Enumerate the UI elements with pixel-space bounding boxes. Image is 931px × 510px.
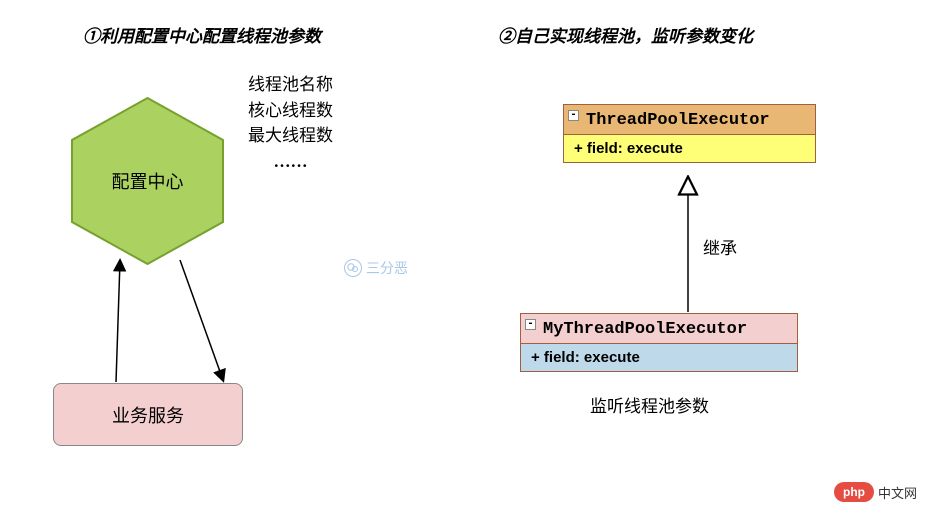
logo-pill: php — [834, 482, 874, 502]
right-title: ②自己实现线程池，监听参数变化 — [498, 22, 753, 47]
inherit-label: 继承 — [703, 234, 737, 259]
parent-class-field: + field: execute — [564, 135, 815, 162]
parent-class-name: ThreadPoolExecutor — [586, 111, 770, 130]
watermark-text: 三分恶 — [366, 258, 408, 278]
parent-class-header: - ThreadPoolExecutor — [564, 105, 815, 135]
child-class-field: + field: execute — [521, 344, 797, 371]
logo-text: 中文网 — [878, 483, 917, 502]
service-box-label: 业务服务 — [112, 402, 184, 428]
bottom-caption: 监听线程池参数 — [590, 392, 709, 417]
child-class-name: MyThreadPoolExecutor — [543, 320, 747, 339]
minus-icon: - — [568, 110, 579, 121]
logo: php 中文网 — [834, 482, 917, 502]
wechat-icon — [344, 259, 362, 277]
parent-class-box: - ThreadPoolExecutor + field: execute — [563, 104, 816, 163]
child-class-header: - MyThreadPoolExecutor — [521, 314, 797, 344]
service-box: 业务服务 — [53, 383, 243, 446]
watermark: 三分恶 — [344, 258, 408, 278]
child-class-box: - MyThreadPoolExecutor + field: execute — [520, 313, 798, 372]
minus-icon: - — [525, 319, 536, 330]
